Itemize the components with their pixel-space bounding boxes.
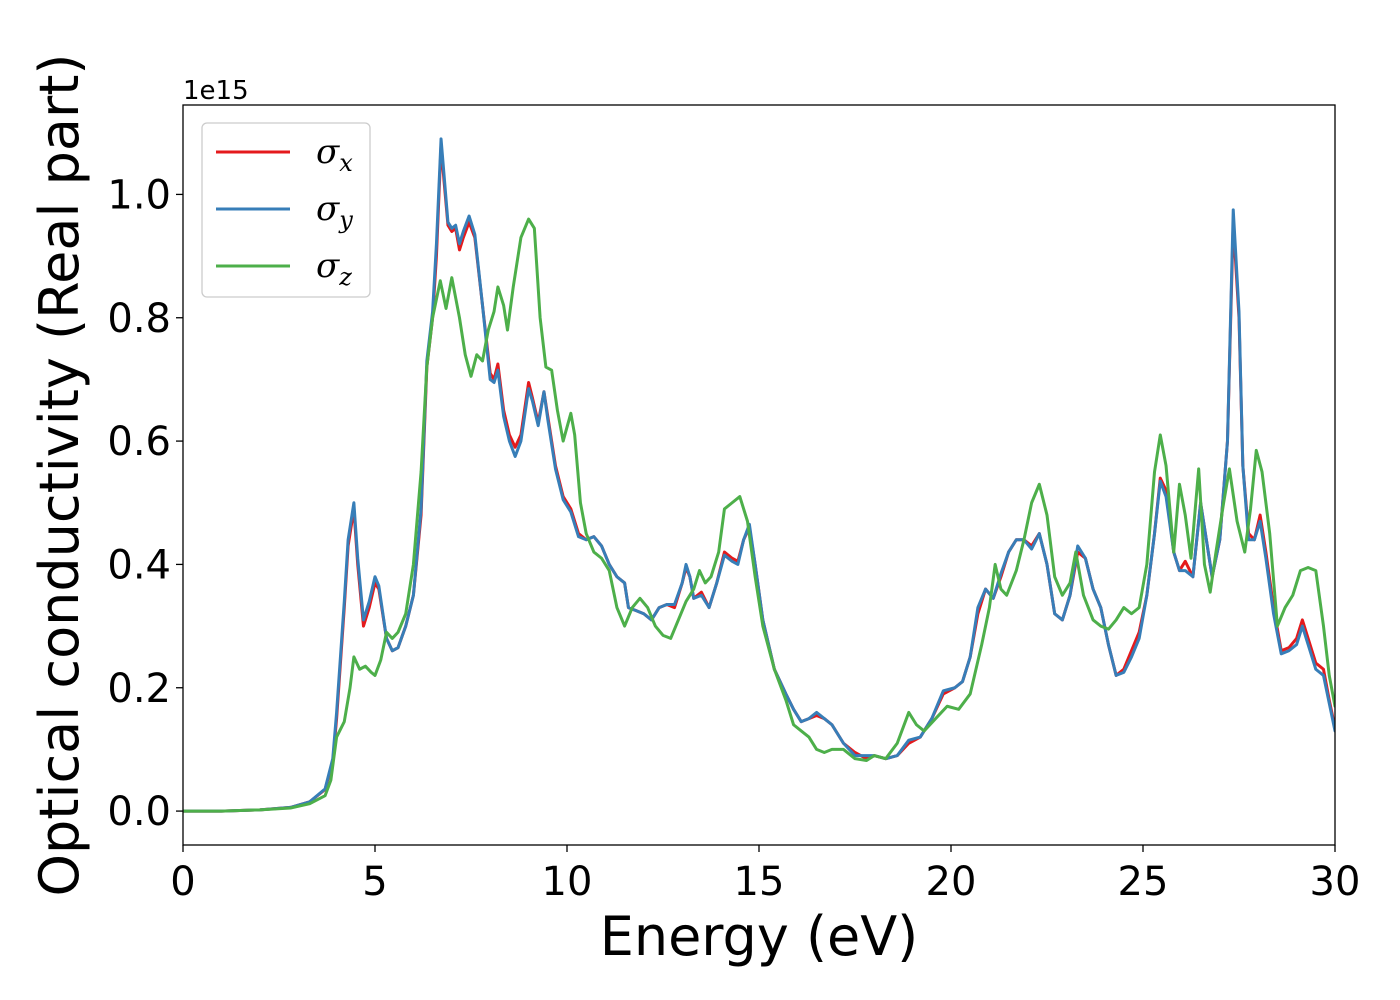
legend-symbol: σ bbox=[316, 246, 340, 286]
series-line-z bbox=[183, 217, 1335, 813]
legend-symbol: σ bbox=[316, 189, 340, 229]
y-tick-label: 1.0 bbox=[107, 172, 171, 218]
tick-layer: 0 5 10 15 20 25 30 0.0 0.2 0.4 0.6 0.8 1.0 bbox=[107, 172, 1360, 905]
x-tick-label: 5 bbox=[362, 859, 387, 905]
legend-label-x: σx bbox=[316, 132, 353, 177]
series-layer bbox=[183, 137, 1335, 813]
y-tick-label: 0.2 bbox=[107, 666, 171, 712]
x-tick-label: 20 bbox=[926, 859, 977, 905]
y-axis-label: Optical conductivity (Real part) bbox=[28, 54, 91, 897]
x-tick-label: 25 bbox=[1118, 859, 1169, 905]
legend-symbol: σ bbox=[316, 132, 340, 172]
x-tick-label: 0 bbox=[170, 859, 195, 905]
x-tick-label: 15 bbox=[734, 859, 785, 905]
y-offset-label: 1e15 bbox=[183, 76, 249, 106]
legend-subscript: x bbox=[339, 149, 353, 177]
x-tick-label: 10 bbox=[542, 859, 593, 905]
legend-subscript: z bbox=[338, 263, 352, 291]
y-tick-label: 0.0 bbox=[107, 789, 171, 835]
legend-subscript: y bbox=[338, 206, 353, 234]
x-tick-label: 30 bbox=[1310, 859, 1361, 905]
y-tick-label: 0.4 bbox=[107, 542, 171, 588]
legend-label-y: σy bbox=[316, 189, 353, 234]
legend-label-z: σz bbox=[316, 246, 352, 291]
y-tick-label: 0.8 bbox=[107, 296, 171, 342]
y-tick-label: 0.6 bbox=[107, 419, 171, 465]
x-axis-label: Energy (eV) bbox=[600, 905, 919, 968]
